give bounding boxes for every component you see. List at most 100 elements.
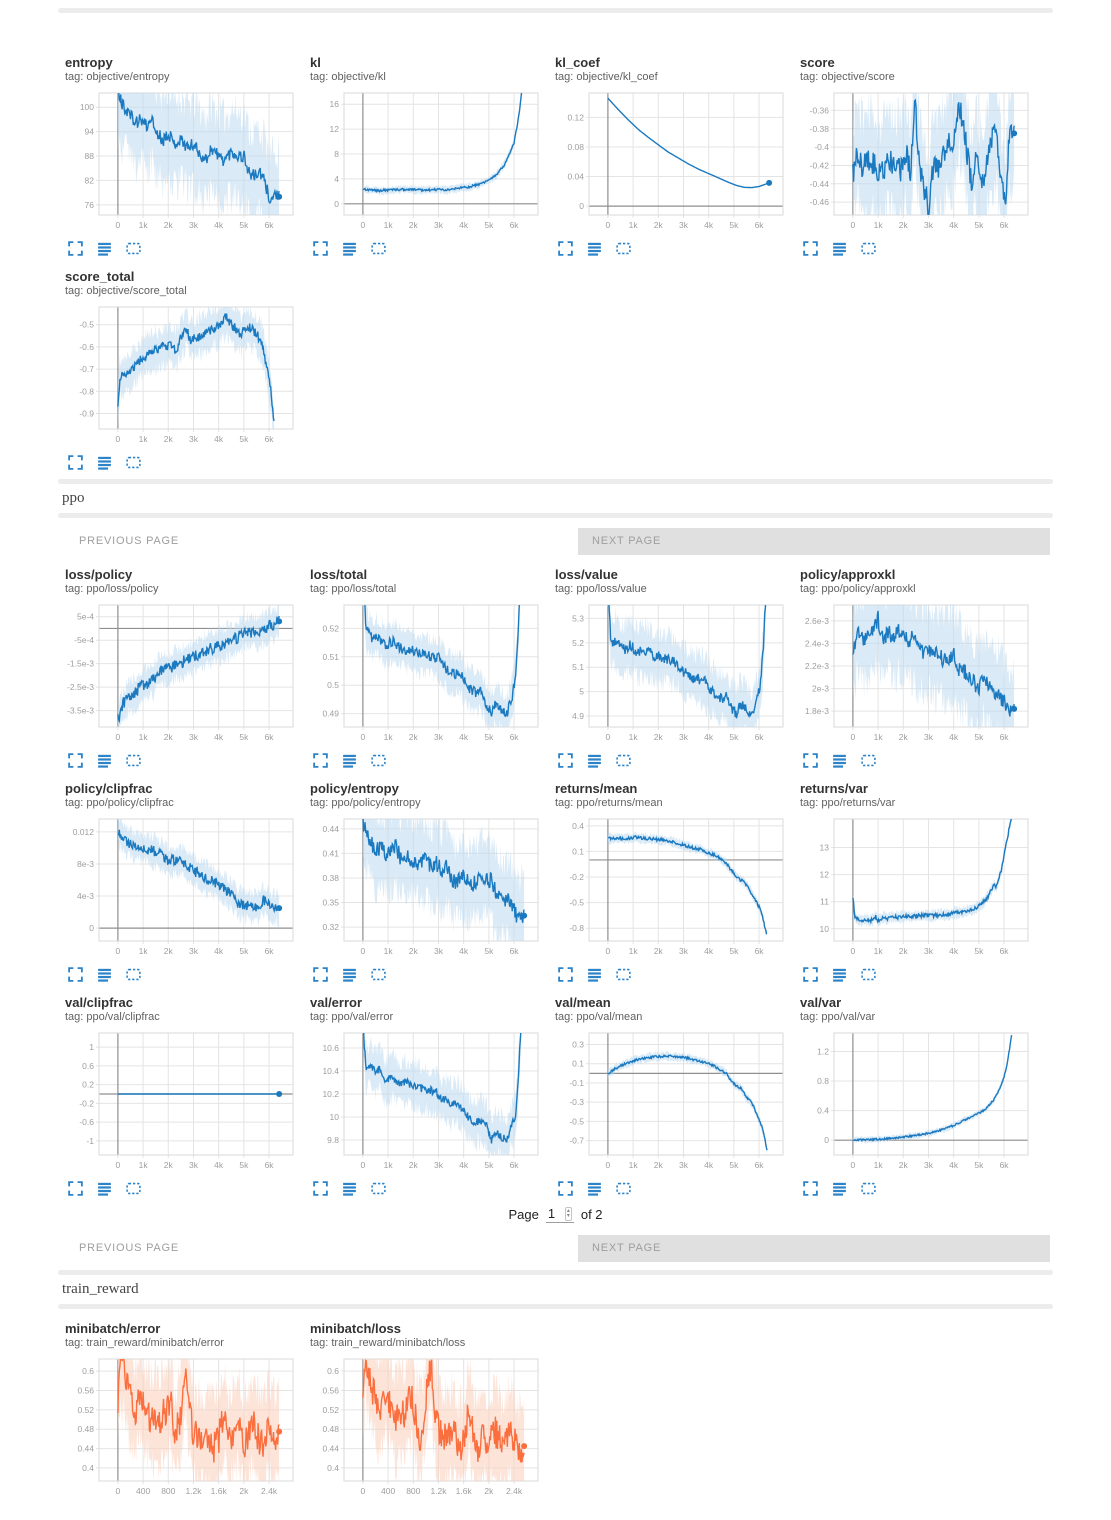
spinner-down-icon[interactable]: ▾ <box>566 1212 570 1219</box>
runs-list-icon[interactable] <box>341 752 358 769</box>
scalar-chart[interactable]: 0 1k 2k 3k 4k 5k 6k 0.12 0.08 0.04 0 <box>555 88 787 234</box>
fit-domain-icon[interactable] <box>615 240 632 257</box>
expand-icon[interactable] <box>557 240 574 257</box>
svg-text:0.12: 0.12 <box>567 112 584 122</box>
scalar-chart[interactable]: 0 1k 2k 3k 4k 5k 6k 16 12 8 4 0 <box>310 88 542 234</box>
fit-domain-icon[interactable] <box>615 752 632 769</box>
fit-domain-icon[interactable] <box>370 1180 387 1197</box>
next-page-button[interactable]: NEXT PAGE <box>578 1235 1050 1262</box>
page-spinner-icon[interactable]: ▴ ▾ <box>564 1206 572 1221</box>
runs-list-icon[interactable] <box>831 240 848 257</box>
fit-domain-icon[interactable] <box>615 1180 632 1197</box>
expand-icon[interactable] <box>67 454 84 471</box>
fit-domain-icon[interactable] <box>370 240 387 257</box>
runs-list-icon[interactable] <box>586 966 603 983</box>
fit-domain-icon[interactable] <box>370 966 387 983</box>
fit-domain-icon[interactable] <box>125 966 142 983</box>
svg-text:0.4: 0.4 <box>572 821 584 831</box>
scalar-chart[interactable]: 0 1k 2k 3k 4k 5k 6k 0.3 0.1 -0.1 -0.3 -0.5 -0.7 <box>555 1028 787 1174</box>
tag-prefix: tag: <box>800 583 819 595</box>
chart-tag-line: tag: objective/entropy <box>65 71 297 84</box>
scalar-chart[interactable]: 0 400 800 1.2k 1.6k 2k 2.4k 0.6 0.56 0.52 0.48 0.44… <box>65 1354 297 1500</box>
fit-domain-icon[interactable] <box>125 454 142 471</box>
spinner-up-icon[interactable]: ▴ <box>566 1207 570 1214</box>
next-page-button[interactable]: NEXT PAGE <box>578 528 1050 555</box>
fit-domain-icon[interactable] <box>860 752 877 769</box>
scalar-chart[interactable]: 0 1k 2k 3k 4k 5k 6k 2.6e-3 2.4e-3 2.2e-3 2e-3 1.8e-… <box>800 600 1032 746</box>
expand-icon[interactable] <box>312 1180 329 1197</box>
scalar-chart[interactable]: 0 1k 2k 3k 4k 5k 6k 1.2 0.8 0.4 0 <box>800 1028 1032 1174</box>
fit-domain-icon[interactable] <box>125 240 142 257</box>
scalar-chart[interactable]: 0 1k 2k 3k 4k 5k 6k -0.36 -0.38 -0.4 -0.42 -0.44 -0.… <box>800 88 1032 234</box>
runs-list-icon[interactable] <box>586 240 603 257</box>
expand-icon[interactable] <box>802 752 819 769</box>
chart-row: entropy tag: objective/entropy 0 1k 2k 3k 4k 5… <box>65 55 1053 257</box>
scalar-chart[interactable]: 0 1k 2k 3k 4k 5k 6k 5.3 5.2 5.1 5 4.9 <box>555 600 787 746</box>
runs-list-icon[interactable] <box>586 752 603 769</box>
runs-list-icon[interactable] <box>341 1180 358 1197</box>
previous-page-button[interactable]: PREVIOUS PAGE <box>79 535 180 547</box>
runs-list-icon[interactable] <box>341 966 358 983</box>
fit-domain-icon[interactable] <box>615 966 632 983</box>
fit-domain-icon[interactable] <box>370 752 387 769</box>
chart-title: returns/var <box>800 781 868 796</box>
svg-text:1.6k: 1.6k <box>211 1486 228 1496</box>
runs-list-icon[interactable] <box>96 240 113 257</box>
expand-icon[interactable] <box>312 752 329 769</box>
runs-list-icon[interactable] <box>96 752 113 769</box>
scalar-chart[interactable]: 0 1k 2k 3k 4k 5k 6k -0.5 -0.6 -0.7 -0.8 -0.9 <box>65 302 297 448</box>
expand-icon[interactable] <box>557 1180 574 1197</box>
fit-domain-icon[interactable] <box>860 966 877 983</box>
expand-icon[interactable] <box>312 966 329 983</box>
expand-icon[interactable] <box>67 966 84 983</box>
runs-list-icon[interactable] <box>831 752 848 769</box>
svg-text:1.2k: 1.2k <box>430 1486 447 1496</box>
scalar-chart[interactable]: 0 1k 2k 3k 4k 5k 6k 100 94 88 82 76 <box>65 88 297 234</box>
runs-list-icon[interactable] <box>96 454 113 471</box>
page-number-input[interactable]: 1 ▴ ▾ <box>545 1206 574 1223</box>
svg-text:-0.2: -0.2 <box>79 1098 94 1108</box>
expand-icon[interactable] <box>312 240 329 257</box>
chart-tag-line: tag: ppo/policy/approxkl <box>800 583 1032 596</box>
expand-icon[interactable] <box>67 1180 84 1197</box>
svg-text:0.1: 0.1 <box>572 846 584 856</box>
expand-icon[interactable] <box>557 966 574 983</box>
svg-text:0: 0 <box>851 732 856 742</box>
scalar-chart[interactable]: 0 400 800 1.2k 1.6k 2k 2.4k 0.6 0.56 0.52 0.48 0.44… <box>310 1354 542 1500</box>
expand-icon[interactable] <box>802 1180 819 1197</box>
fit-domain-icon[interactable] <box>860 240 877 257</box>
runs-list-icon[interactable] <box>96 966 113 983</box>
svg-text:3k: 3k <box>924 946 934 956</box>
svg-text:1.8e-3: 1.8e-3 <box>805 706 829 716</box>
runs-list-icon[interactable] <box>96 1180 113 1197</box>
expand-icon[interactable] <box>67 240 84 257</box>
chart-title: loss/value <box>555 567 618 582</box>
scalar-chart[interactable]: 0 1k 2k 3k 4k 5k 6k 0.52 0.51 0.5 0.49 <box>310 600 542 746</box>
chart-tag: objective/score_total <box>86 285 187 297</box>
scalar-chart[interactable]: 0 1k 2k 3k 4k 5k 6k 0.44 0.41 0.38 0.35 0.32 <box>310 814 542 960</box>
scalar-chart[interactable]: 0 1k 2k 3k 4k 5k 6k 0.4 0.1 -0.2 -0.5 -0.8 <box>555 814 787 960</box>
expand-icon[interactable] <box>802 240 819 257</box>
runs-list-icon[interactable] <box>341 240 358 257</box>
svg-text:-5e-4: -5e-4 <box>74 635 94 645</box>
fit-domain-icon[interactable] <box>125 1180 142 1197</box>
fit-domain-icon[interactable] <box>860 1180 877 1197</box>
runs-list-icon[interactable] <box>831 966 848 983</box>
svg-text:-1: -1 <box>86 1136 94 1146</box>
runs-list-icon[interactable] <box>831 1180 848 1197</box>
previous-page-button[interactable]: PREVIOUS PAGE <box>79 1242 180 1254</box>
expand-icon[interactable] <box>67 752 84 769</box>
expand-icon[interactable] <box>802 966 819 983</box>
scalar-chart[interactable]: 0 1k 2k 3k 4k 5k 6k 5e-4 -5e-4 -1.5e-3 -2.5e-3 -3.5… <box>65 600 297 746</box>
fit-domain-icon[interactable] <box>125 752 142 769</box>
svg-text:6k: 6k <box>510 1160 520 1170</box>
scalar-chart[interactable]: 0 1k 2k 3k 4k 5k 6k 10.6 10.4 10.2 10 9.8 <box>310 1028 542 1174</box>
svg-text:0.012: 0.012 <box>73 827 95 837</box>
expand-icon[interactable] <box>557 752 574 769</box>
svg-text:0.3: 0.3 <box>572 1040 584 1050</box>
scalar-chart[interactable]: 0 1k 2k 3k 4k 5k 6k 0.012 8e-3 4e-3 0 <box>65 814 297 960</box>
scalar-chart[interactable]: 0 1k 2k 3k 4k 5k 6k 13 12 11 10 <box>800 814 1032 960</box>
scalar-chart[interactable]: 0 1k 2k 3k 4k 5k 6k 1 0.6 0.2 -0.2 -0.6 -1 <box>65 1028 297 1174</box>
chart-title: policy/entropy <box>310 781 399 796</box>
runs-list-icon[interactable] <box>586 1180 603 1197</box>
